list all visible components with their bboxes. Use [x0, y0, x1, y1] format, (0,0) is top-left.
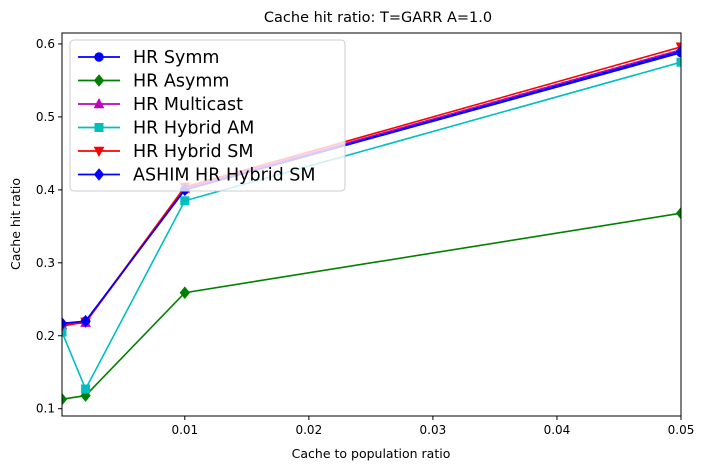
- data-point: [62, 327, 67, 337]
- legend-label: HR Asymm: [133, 72, 229, 92]
- x-tick-label: 0.04: [544, 423, 571, 437]
- chart-title: Cache hit ratio: T=GARR A=1.0: [264, 10, 492, 26]
- legend-entry: ASHIM HR Hybrid SM: [78, 166, 316, 186]
- y-tick-label: 0.4: [36, 183, 55, 197]
- plot-frame: [61, 32, 682, 417]
- legend-label: HR Hybrid SM: [133, 142, 253, 162]
- x-tick-label: 0.01: [171, 423, 198, 437]
- data-point: [62, 317, 68, 330]
- legend-marker: [93, 168, 105, 181]
- legend-marker: [93, 146, 105, 158]
- y-tick-label: 0.6: [36, 37, 55, 51]
- x-tick-label: 0.03: [420, 423, 447, 437]
- series-line: [62, 212, 681, 401]
- series-line: [62, 61, 681, 391]
- y-tick-label: 0.3: [36, 256, 55, 270]
- y-tick-label: 0.2: [36, 329, 55, 343]
- series-4: [62, 57, 681, 394]
- y-axis: 0.1 0.2 0.3 0.4 0.5 0.6: [36, 37, 62, 416]
- x-tick-label: 0.02: [295, 423, 322, 437]
- legend-marker: [93, 97, 105, 109]
- legend-entry: HR Hybrid SM: [78, 142, 253, 162]
- data-point: [675, 44, 681, 58]
- legend: HR Symm HR Asymm HR Multicast HR Hybrid AM H…: [69, 39, 346, 192]
- data-point: [180, 196, 190, 206]
- data-point: [80, 314, 91, 328]
- legend-label: ASHIM HR Hybrid SM: [133, 166, 316, 186]
- data-point: [81, 384, 91, 394]
- legend-label: HR Multicast: [133, 95, 243, 115]
- legend-label: HR Symm: [133, 48, 219, 68]
- legend-marker: [94, 123, 104, 132]
- x-axis-label: Cache to population ratio: [292, 446, 451, 461]
- x-tick-label: 0.05: [668, 423, 695, 437]
- legend-marker: [93, 74, 105, 87]
- data-point: [179, 286, 190, 300]
- legend-entry: HR Symm: [78, 48, 219, 68]
- data-point: [676, 57, 681, 67]
- legend-label: HR Hybrid AM: [133, 119, 254, 139]
- legend-box: [69, 39, 346, 192]
- y-axis-label: Cache hit ratio: [8, 178, 23, 270]
- data-point: [675, 206, 681, 220]
- data-point: [62, 392, 68, 406]
- y-tick-label: 0.5: [36, 110, 55, 124]
- y-tick-label: 0.1: [36, 402, 55, 416]
- series-line: [62, 50, 681, 325]
- legend-entry: HR Asymm: [78, 72, 229, 92]
- legend-marker: [94, 52, 104, 62]
- series-2: [62, 206, 681, 406]
- legend-entry: HR Hybrid AM: [78, 119, 254, 139]
- x-axis: 0.01 0.02 0.03 0.04 0.05: [171, 416, 694, 437]
- legend-entry: HR Multicast: [78, 95, 243, 115]
